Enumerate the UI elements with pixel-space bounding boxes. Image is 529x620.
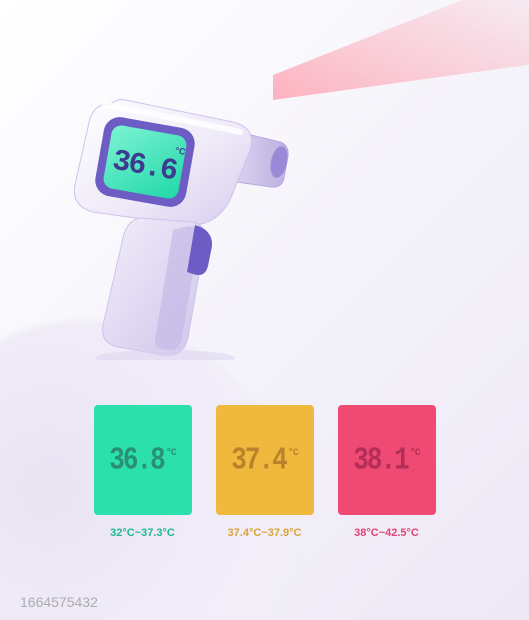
range-card-warning-box: 37.4 °C [216,405,314,515]
range-card-normal-value: 36.8 [109,444,163,475]
range-card-warning-value: 37.4 [231,444,285,475]
range-card-warning-unit: °C [288,449,298,459]
range-card-fever-reading: 38.1 °C [353,447,419,473]
range-card-fever-value: 38.1 [353,444,407,475]
range-card-normal-reading: 36.8 °C [109,447,175,473]
thermometer-illustration: 36.6 °C [55,70,345,360]
range-card-fever-unit: °C [410,449,420,459]
range-card-fever: 38.1 °C 38°C~42.5°C [338,405,436,539]
range-cards-row: 36.8 °C 32°C~37.3°C 37.4 °C 37.4°C~37.9°… [0,405,529,539]
range-card-normal-box: 36.8 °C [94,405,192,515]
range-card-normal: 36.8 °C 32°C~37.3°C [94,405,192,539]
range-card-warning: 37.4 °C 37.4°C~37.9°C [216,405,314,539]
range-card-normal-unit: °C [166,449,176,459]
watermark-id: 1664575432 [20,594,98,610]
infographic-stage: 36.6 °C 36.8 °C 32°C~37.3°C 37.4 °C [0,0,529,620]
range-card-fever-label: 38°C~42.5°C [354,527,419,539]
range-card-normal-label: 32°C~37.3°C [110,527,175,539]
range-card-warning-label: 37.4°C~37.9°C [228,527,302,539]
range-card-fever-box: 38.1 °C [338,405,436,515]
range-card-warning-reading: 37.4 °C [231,447,297,473]
